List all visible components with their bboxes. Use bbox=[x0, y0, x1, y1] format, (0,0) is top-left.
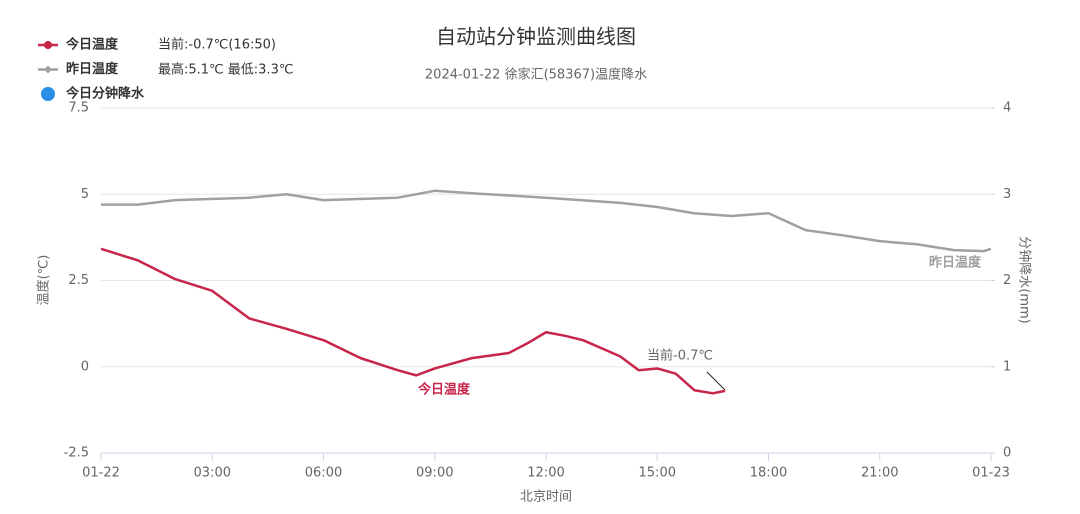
x-tick-label: 12:00 bbox=[527, 466, 564, 481]
annotation: 当前-0.7℃ bbox=[647, 348, 713, 364]
legend-note: 当前:-0.7℃(16:50) bbox=[158, 37, 276, 53]
series-label: 昨日温度 bbox=[929, 255, 982, 271]
y-tick-label: 5 bbox=[81, 187, 89, 202]
legend-marker[interactable] bbox=[44, 65, 52, 74]
series-label: 今日温度 bbox=[417, 382, 471, 398]
y2-tick-label: 4 bbox=[1003, 101, 1011, 116]
y2-tick-label: 0 bbox=[1003, 446, 1011, 461]
x-tick-label: 18:00 bbox=[750, 466, 787, 481]
x-tick-label: 03:00 bbox=[194, 466, 231, 481]
x-axis-label: 北京时间 bbox=[520, 490, 572, 505]
y-tick-label: 2.5 bbox=[68, 273, 89, 288]
series-line bbox=[100, 247, 726, 395]
x-tick-label: 15:00 bbox=[639, 466, 676, 481]
y2-axis-label: 分钟降水(mm) bbox=[1017, 236, 1033, 323]
y2-tick-label: 3 bbox=[1003, 187, 1011, 202]
x-tick-label: 01-23 bbox=[972, 466, 1010, 481]
legend-note: 最高:5.1℃ 最低:3.3℃ bbox=[158, 62, 293, 78]
y-tick-label: -2.5 bbox=[64, 446, 89, 461]
chart-title: 自动站分钟监测曲线图 bbox=[436, 25, 636, 49]
x-tick-label: 06:00 bbox=[305, 466, 342, 481]
y-tick-label: 7.5 bbox=[68, 101, 89, 116]
legend-marker[interactable] bbox=[44, 41, 52, 49]
x-tick-label: 01-22 bbox=[82, 466, 120, 481]
y2-tick-label: 2 bbox=[1003, 273, 1011, 288]
y2-tick-label: 1 bbox=[1003, 359, 1011, 374]
legend-marker[interactable] bbox=[41, 87, 55, 101]
series-line bbox=[101, 189, 992, 253]
y-axis-label: 温度(℃) bbox=[36, 255, 52, 306]
annotation-pointer bbox=[706, 371, 726, 391]
x-tick-label: 21:00 bbox=[861, 466, 898, 481]
chart-subtitle: 2024-01-22 徐家汇(58367)温度降水 bbox=[425, 67, 647, 83]
legend-label[interactable]: 今日温度 bbox=[65, 37, 119, 53]
x-tick-label: 09:00 bbox=[416, 466, 453, 481]
y-tick-label: 0 bbox=[81, 359, 89, 374]
legend-label[interactable]: 昨日温度 bbox=[66, 61, 119, 77]
legend-label[interactable]: 今日分钟降水 bbox=[65, 86, 145, 102]
